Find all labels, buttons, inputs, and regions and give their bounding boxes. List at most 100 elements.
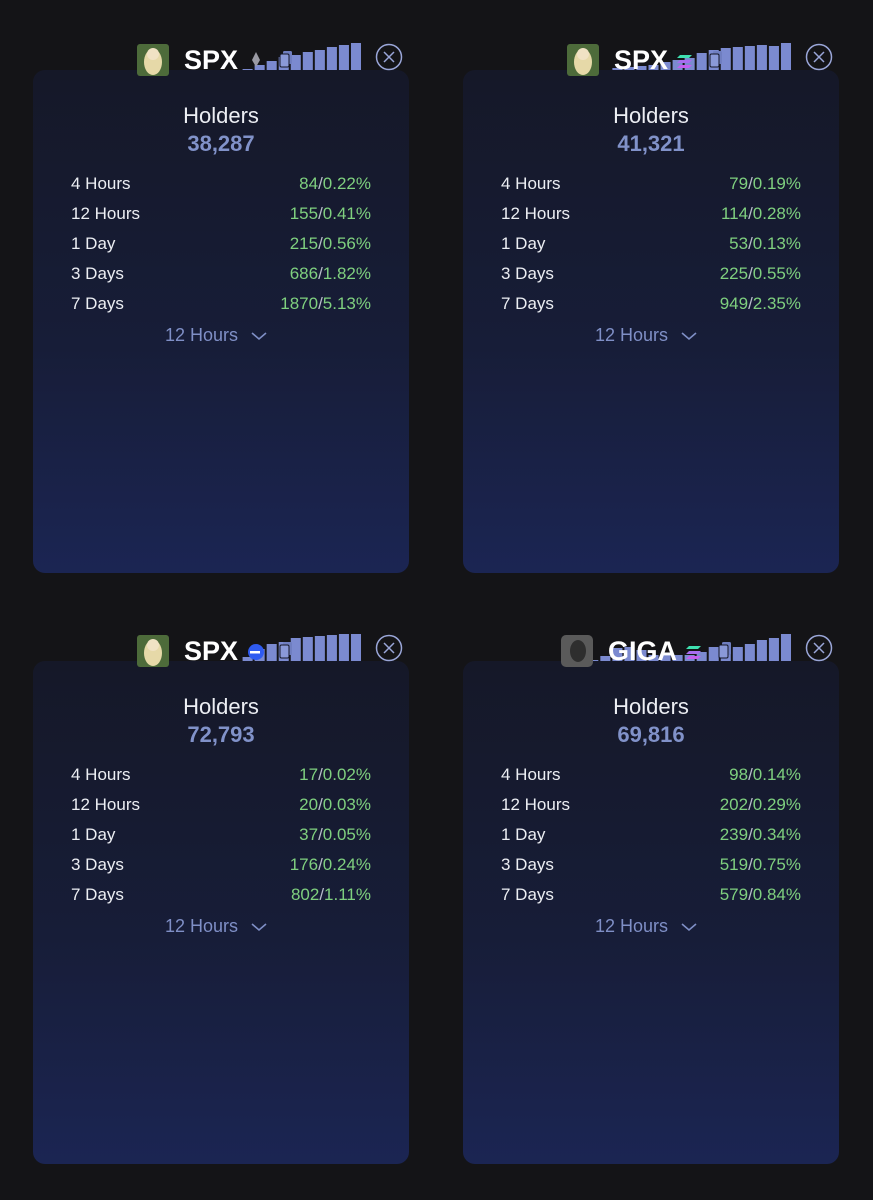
chevron [681, 923, 697, 932]
change-value: 53/0.13% [729, 234, 801, 254]
holders-label: Holders [613, 694, 689, 719]
separator: / [748, 855, 753, 874]
separator: / [748, 765, 753, 784]
separator: / [748, 294, 753, 313]
chain-icon [677, 60, 692, 63]
token-name: SPX [184, 636, 239, 666]
change-count: 686 [289, 264, 319, 283]
change-value: 79/0.19% [729, 174, 801, 194]
change-percent: 0.84% [752, 885, 801, 904]
dropdown-chevron [251, 923, 267, 932]
close-button[interactable] [805, 634, 833, 662]
change-count: 802 [290, 885, 320, 904]
holders-label: Holders [183, 103, 259, 128]
close-button[interactable] [375, 634, 403, 662]
separator: / [318, 855, 323, 874]
change-value: 1870/5.13% [280, 294, 371, 314]
change-count: 155 [289, 204, 319, 223]
change-value: 114/0.28% [721, 204, 801, 224]
chain-icon [686, 651, 701, 654]
period-label: 7 Days [501, 885, 554, 904]
change-count: 53 [729, 234, 749, 253]
separator: / [748, 174, 753, 193]
avatar-face [570, 640, 586, 662]
chain-icon [686, 656, 701, 659]
separator: / [748, 204, 753, 223]
chain-icon [252, 52, 260, 67]
change-count: 949 [719, 294, 749, 313]
holders-count: 41,321 [617, 131, 685, 156]
close-ring [375, 43, 403, 71]
close-x [383, 51, 395, 63]
period-dropdown[interactable]: 12 Hours [165, 916, 268, 937]
period-label: 12 Hours [71, 204, 140, 223]
separator: / [748, 795, 753, 814]
change-percent: 0.34% [752, 825, 801, 844]
period-label: 1 Day [71, 825, 116, 844]
dropdown-label: 12 Hours [165, 325, 239, 345]
change-percent: 0.56% [322, 234, 371, 253]
separator: / [318, 174, 323, 193]
header-icons [567, 44, 722, 76]
change-value: 215/0.56% [290, 234, 371, 254]
chain-icon [686, 646, 701, 649]
separator: / [318, 765, 323, 784]
close-ring [805, 43, 833, 71]
chevron [681, 332, 697, 341]
period-label: 3 Days [71, 264, 124, 283]
holder-card: GIGA Holders 69,816 4 Hours 98/0.14% 12 Hours… [463, 621, 839, 1164]
change-count: 37 [299, 825, 319, 844]
close-button[interactable] [375, 43, 403, 71]
change-value: 155/0.41% [290, 204, 371, 224]
change-count: 239 [719, 825, 749, 844]
period-dropdown[interactable]: 12 Hours [165, 325, 268, 346]
separator: / [748, 825, 753, 844]
card-panel [33, 70, 409, 573]
change-percent: 2.35% [752, 294, 801, 313]
avatar-face [147, 48, 159, 60]
header-icons [137, 635, 292, 667]
change-count: 98 [729, 765, 749, 784]
copy-icon [279, 644, 290, 659]
dropdown-label: 12 Hours [165, 916, 239, 936]
period-label: 3 Days [501, 264, 554, 283]
change-percent: 0.55% [752, 264, 801, 283]
change-value: 686/1.82% [290, 264, 371, 284]
copy-icon [718, 644, 729, 659]
dropdown-chevron [251, 332, 267, 341]
change-percent: 0.75% [752, 855, 801, 874]
separator: / [319, 885, 325, 904]
change-percent: 0.14% [752, 765, 801, 784]
change-percent: 0.41% [322, 204, 371, 223]
period-label: 1 Day [501, 825, 546, 844]
period-label: 12 Hours [71, 795, 140, 814]
change-count: 519 [719, 855, 749, 874]
period-dropdown[interactable]: 12 Hours [595, 916, 698, 937]
change-value: 20/0.03% [299, 795, 371, 815]
change-percent: 0.13% [752, 234, 801, 253]
avatar-face [577, 48, 589, 60]
token-name: SPX [614, 45, 669, 75]
change-percent: 1.11% [324, 885, 371, 904]
period-dropdown[interactable]: 12 Hours [595, 325, 698, 346]
dropdown-chevron [681, 332, 697, 341]
change-percent: 0.24% [322, 855, 371, 874]
change-count: 215 [289, 234, 319, 253]
holders-count: 72,793 [187, 722, 255, 747]
chain-icon [677, 55, 692, 58]
change-value: 84/0.22% [299, 174, 371, 194]
separator: / [318, 825, 323, 844]
change-value: 949/2.35% [720, 294, 801, 314]
chain-icon [677, 65, 692, 68]
close-x [383, 642, 395, 654]
separator: / [318, 234, 323, 253]
close-button[interactable] [805, 43, 833, 71]
holder-card: SPX Holders 72,793 4 Hours 17/0.02% 12 Hours 2… [33, 621, 409, 1164]
change-count: 225 [719, 264, 749, 283]
change-value: 176/0.24% [290, 855, 371, 875]
change-percent: 0.05% [322, 825, 371, 844]
dropdown-label: 12 Hours [595, 916, 669, 936]
change-count: 579 [719, 885, 749, 904]
change-percent: 5.13% [322, 294, 371, 313]
holder-card: SPX Holders 41,321 4 Hours 79/0.19% 12 Hours 1… [463, 30, 839, 573]
